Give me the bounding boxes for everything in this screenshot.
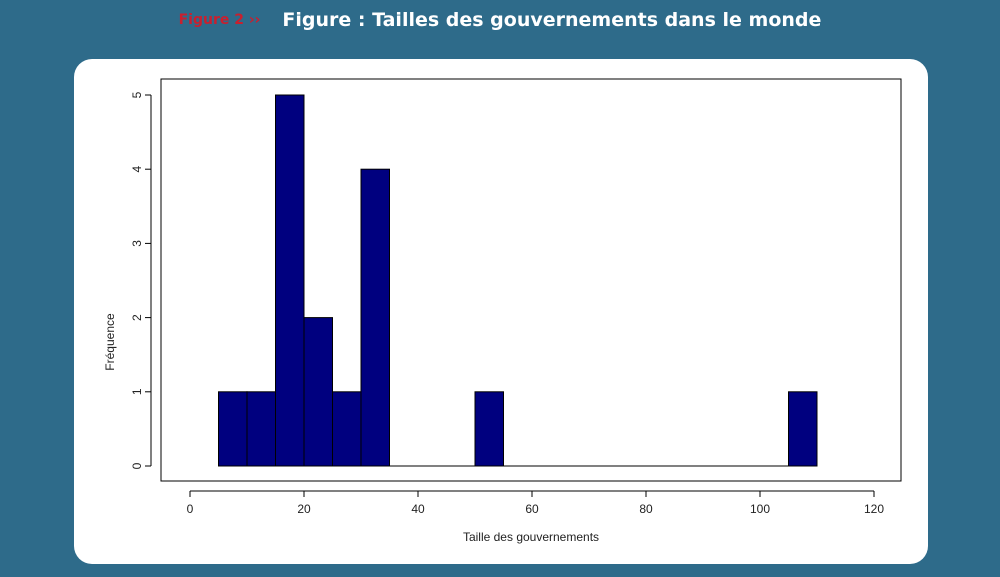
y-tick-label: 5 [130,91,144,98]
x-axis: 0 20 40 60 80 100 120 [187,490,884,516]
bars-group [218,94,818,467]
histogram-bar [275,94,305,467]
x-axis-label: Taille des gouvernements [463,530,599,544]
y-tick-label: 1 [130,388,144,395]
figure-number: Figure 2 ›› [178,12,261,28]
histogram-bar [360,168,390,467]
figure-header: Figure 2 ›› Figure : Tailles des gouvern… [0,0,1000,40]
histogram-bar [303,317,333,467]
y-tick-label: 0 [130,462,144,469]
histogram-bar [246,391,276,467]
chart-card: 0 20 40 60 80 100 120 0 1 2 3 4 5 Taille des gouver… [74,59,928,564]
x-tick-label: 120 [864,502,884,516]
y-axis: 0 1 2 3 4 5 [130,91,152,469]
plot-frame [160,78,902,482]
x-tick-label: 20 [297,502,311,516]
histogram-bar [788,391,818,467]
figure-title: Figure : Tailles des gouvernements dans … [282,9,822,31]
x-tick-label: 100 [750,502,770,516]
histogram-bar [218,391,248,467]
x-tick-label: 80 [639,502,653,516]
y-axis-label: Fréquence [103,313,117,371]
y-tick-label: 3 [130,240,144,247]
x-tick-label: 60 [525,502,539,516]
histogram-bar [332,391,362,467]
x-tick-label: 40 [411,502,425,516]
histogram-chart: 0 20 40 60 80 100 120 0 1 2 3 4 5 Taille des gouver… [103,78,902,544]
histogram-bar [474,391,504,467]
y-tick-label: 4 [130,166,144,173]
y-tick-label: 2 [130,314,144,321]
x-tick-label: 0 [187,502,194,516]
